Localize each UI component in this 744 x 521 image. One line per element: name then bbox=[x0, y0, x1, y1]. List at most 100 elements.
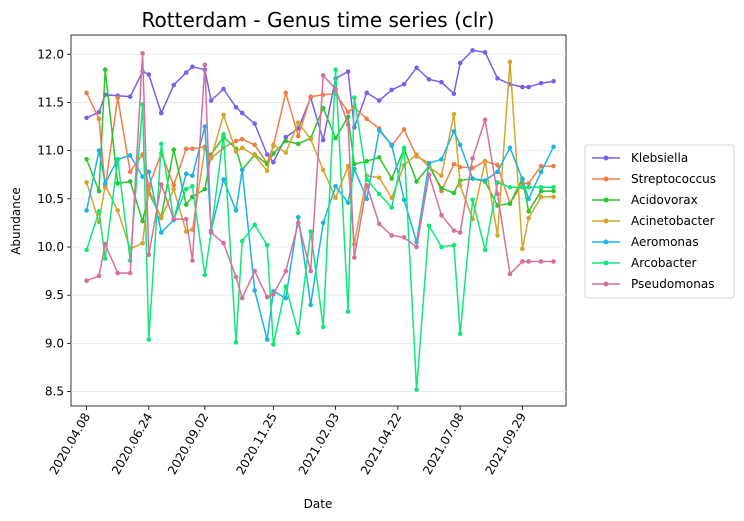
data-point-aeromonas bbox=[320, 220, 326, 226]
data-point-pseudomonas bbox=[208, 230, 214, 235]
data-point-klebsiella bbox=[239, 110, 245, 116]
legend-marker-acinetobacter bbox=[603, 218, 609, 224]
series-lines bbox=[84, 48, 556, 392]
data-point-acidovorax bbox=[102, 67, 108, 72]
data-point-aeromonas bbox=[482, 178, 488, 183]
legend-label-acidovorax: Acidovorax bbox=[631, 193, 698, 207]
data-point-klebsiella bbox=[96, 109, 102, 115]
data-point-acidovorax bbox=[538, 188, 544, 194]
data-point-arcobacter bbox=[439, 244, 444, 250]
data-point-pseudomonas bbox=[221, 240, 226, 246]
data-point-pseudomonas bbox=[320, 73, 326, 78]
data-point-acinetobacter bbox=[439, 173, 444, 178]
data-point-streptococcus bbox=[538, 163, 544, 169]
data-point-klebsiella bbox=[482, 50, 488, 55]
legend-label-klebsiella: Klebsiella bbox=[631, 151, 688, 165]
data-point-acidovorax bbox=[96, 188, 102, 194]
data-point-streptococcus bbox=[190, 146, 195, 152]
data-point-klebsiella bbox=[127, 94, 133, 99]
series-line-pseudomonas bbox=[86, 53, 554, 301]
data-point-acidovorax bbox=[333, 135, 338, 141]
legend-marker-arcobacter bbox=[603, 260, 609, 266]
x-tick-label: 2020.04.08 bbox=[47, 411, 93, 478]
data-point-aeromonas bbox=[538, 169, 544, 175]
data-point-pseudomonas bbox=[439, 212, 444, 218]
data-point-aeromonas bbox=[233, 208, 239, 213]
data-point-klebsiella bbox=[401, 81, 407, 87]
data-point-acinetobacter bbox=[252, 153, 257, 158]
data-point-klebsiella bbox=[183, 70, 189, 75]
data-point-acidovorax bbox=[376, 155, 382, 160]
data-point-arcobacter bbox=[183, 186, 189, 192]
data-point-arcobacter bbox=[221, 131, 226, 137]
data-point-arcobacter bbox=[551, 184, 556, 190]
data-point-aeromonas bbox=[252, 288, 257, 293]
data-point-acidovorax bbox=[115, 181, 120, 186]
data-point-arcobacter bbox=[520, 184, 525, 190]
data-point-pseudomonas bbox=[264, 294, 270, 300]
data-point-klebsiella bbox=[233, 104, 239, 110]
data-point-pseudomonas bbox=[426, 172, 432, 178]
data-point-pseudomonas bbox=[271, 291, 276, 297]
x-tick-label: 2021.04.22 bbox=[358, 411, 404, 478]
data-point-aeromonas bbox=[426, 160, 432, 166]
data-point-klebsiella bbox=[345, 69, 351, 74]
y-tick-label: 11.0 bbox=[37, 144, 64, 158]
data-point-arcobacter bbox=[320, 324, 326, 330]
data-point-pseudomonas bbox=[84, 278, 89, 284]
data-point-streptococcus bbox=[115, 95, 120, 100]
data-point-pseudomonas bbox=[520, 259, 525, 264]
data-point-acinetobacter bbox=[221, 112, 226, 118]
data-point-streptococcus bbox=[183, 146, 189, 152]
data-point-pseudomonas bbox=[102, 241, 108, 247]
data-point-arcobacter bbox=[507, 184, 513, 190]
data-point-arcobacter bbox=[190, 183, 195, 189]
series-line-klebsiella bbox=[86, 49, 554, 164]
legend-label-pseudomonas: Pseudomonas bbox=[631, 277, 714, 291]
data-point-pseudomonas bbox=[389, 233, 394, 238]
data-point-acinetobacter bbox=[333, 195, 338, 201]
data-point-aeromonas bbox=[127, 153, 133, 158]
legend-frame bbox=[584, 144, 735, 299]
data-point-aeromonas bbox=[526, 196, 531, 202]
data-point-arcobacter bbox=[470, 197, 475, 203]
data-point-arcobacter bbox=[526, 184, 531, 190]
data-point-pseudomonas bbox=[252, 268, 257, 274]
x-axis-label: Date bbox=[304, 497, 333, 511]
data-point-klebsiella bbox=[526, 84, 531, 90]
data-point-acinetobacter bbox=[271, 142, 276, 148]
data-point-pseudomonas bbox=[202, 62, 208, 68]
data-point-acidovorax bbox=[526, 209, 531, 214]
y-axis: 8.5 9.0 9.5 10.0 10.5 11.0 11.5 12.0 bbox=[37, 47, 71, 399]
data-point-acinetobacter bbox=[84, 180, 89, 185]
legend-marker-acidovorax bbox=[603, 197, 609, 203]
data-point-streptococcus bbox=[252, 142, 257, 148]
data-point-klebsiella bbox=[271, 159, 276, 165]
data-point-klebsiella bbox=[221, 86, 226, 92]
data-point-pseudomonas bbox=[457, 230, 463, 235]
series-line-streptococcus bbox=[85, 89, 554, 206]
plot-frame bbox=[70, 34, 567, 407]
data-point-aeromonas bbox=[495, 169, 500, 175]
data-point-klebsiella bbox=[171, 82, 177, 88]
data-point-aeromonas bbox=[146, 169, 152, 175]
data-point-pseudomonas bbox=[495, 191, 500, 197]
y-tick-label: 10.0 bbox=[37, 240, 64, 254]
x-tick-label: 2020.11.25 bbox=[233, 411, 279, 478]
data-point-klebsiella bbox=[495, 76, 500, 81]
data-point-pseudomonas bbox=[295, 220, 301, 226]
y-tick-label: 11.5 bbox=[37, 95, 64, 109]
data-point-aeromonas bbox=[283, 295, 289, 301]
data-point-acinetobacter bbox=[146, 186, 152, 192]
data-point-pseudomonas bbox=[239, 295, 245, 301]
data-point-arcobacter bbox=[96, 209, 102, 214]
data-point-streptococcus bbox=[239, 136, 245, 142]
data-point-acinetobacter bbox=[482, 158, 488, 164]
data-point-pseudomonas bbox=[482, 117, 488, 123]
data-point-acinetobacter bbox=[551, 194, 556, 200]
data-point-aeromonas bbox=[389, 142, 394, 148]
data-point-streptococcus bbox=[401, 127, 407, 132]
data-point-acidovorax bbox=[345, 114, 351, 120]
data-point-pseudomonas bbox=[333, 86, 338, 92]
data-point-acinetobacter bbox=[233, 149, 239, 154]
